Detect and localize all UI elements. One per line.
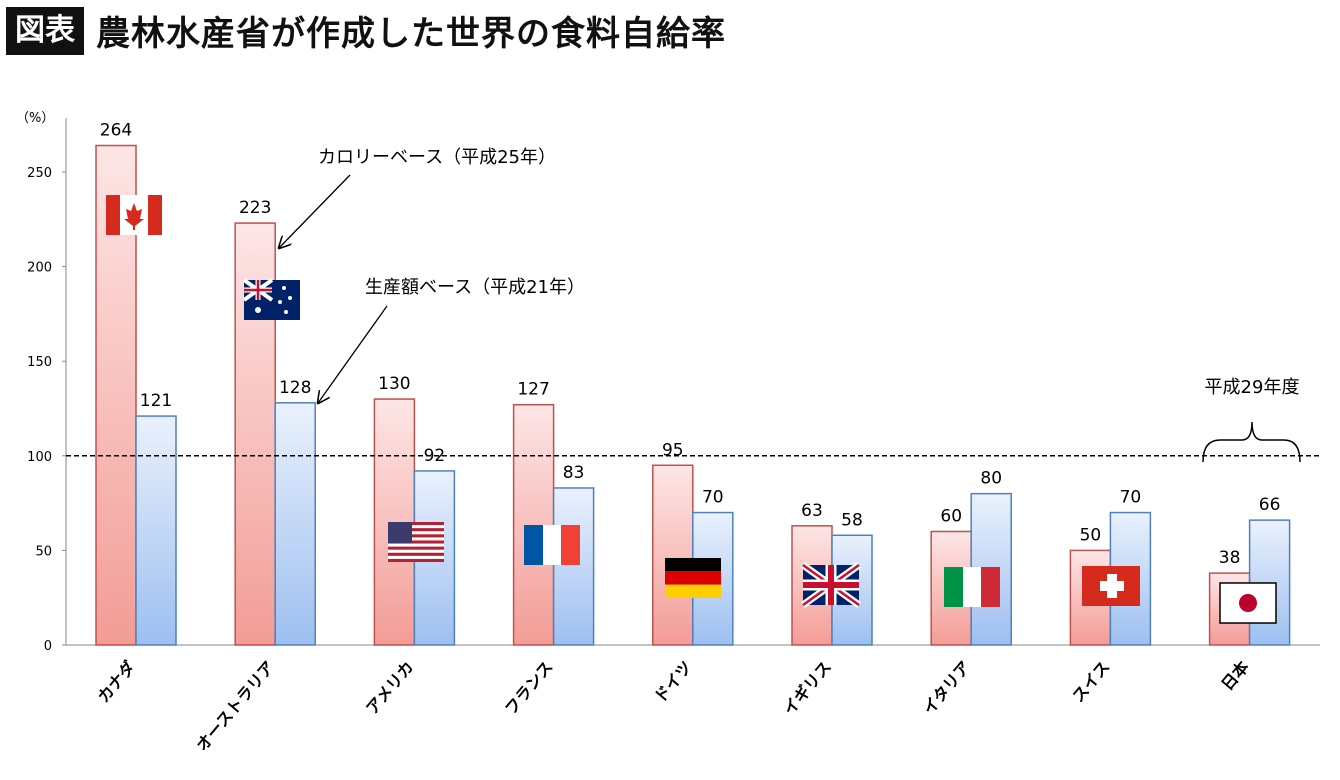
switzerland-flag-icon [1082, 566, 1140, 606]
australia-flag-icon [242, 278, 300, 320]
y-tick-label: 100 [27, 450, 52, 465]
data-label: 70 [702, 488, 724, 508]
x-tick-label: カナダ [94, 657, 139, 706]
x-tick-label: イタリア [919, 657, 974, 718]
japan-year-note: 平成29年度 [1205, 377, 1300, 398]
production-bar [135, 415, 177, 646]
legend-calorie: カロリーベース（平成25年） [318, 147, 556, 168]
y-tick-label: 150 [27, 355, 52, 370]
data-label: 80 [980, 469, 1002, 489]
legend-production: 生産額ベース（平成21年） [365, 277, 585, 298]
usa-flag-icon [388, 522, 444, 562]
data-label: 38 [1219, 548, 1241, 568]
x-tick-label: イギリス [779, 657, 835, 718]
data-label: 130 [378, 374, 410, 394]
japan-flag-icon [1219, 582, 1277, 624]
data-label: 66 [1259, 495, 1281, 515]
data-label: 223 [239, 198, 271, 218]
x-tick-label: アメリカ [362, 657, 417, 718]
header: 図表 農林水産省が作成した世界の食料自給率 [6, 6, 726, 55]
y-tick-label: 200 [27, 261, 52, 276]
data-label: 83 [563, 463, 585, 483]
data-label: 60 [940, 506, 962, 526]
production-bar [552, 487, 595, 646]
calorie-bar [512, 403, 555, 646]
data-label: 58 [841, 510, 863, 530]
y-tick-label: 0 [44, 639, 52, 654]
y-axis-label: （%） [16, 111, 54, 126]
production-bar [274, 402, 316, 646]
x-tick-label: スイス [1068, 657, 1113, 706]
production-arrow [318, 305, 388, 403]
x-tick-label: ドイツ [650, 657, 695, 706]
data-label: 63 [801, 501, 823, 521]
data-label: 50 [1080, 525, 1102, 545]
france-flag-icon [524, 525, 580, 565]
x-tick-label: フランス [501, 657, 556, 718]
x-tick-label: オーストラリア [192, 657, 278, 754]
chart-title: 農林水産省が作成した世界の食料自給率 [96, 14, 726, 54]
japan-brace [1202, 421, 1301, 463]
data-label: 128 [279, 378, 311, 398]
data-label: 264 [100, 121, 132, 141]
y-tick-label: 250 [27, 166, 52, 181]
calorie-arrow [279, 174, 351, 248]
data-label: 70 [1120, 488, 1142, 508]
uk-flag-icon [800, 562, 862, 608]
data-label: 121 [140, 391, 172, 411]
x-tick-label: 日本 [1218, 657, 1253, 694]
canada-flag-icon [106, 195, 162, 235]
italy-flag-icon [944, 567, 1000, 607]
data-label: 127 [517, 380, 549, 400]
y-tick-label: 50 [35, 544, 52, 559]
calorie-bar [652, 464, 694, 646]
data-label: 95 [662, 440, 684, 460]
figure-badge: 図表 [6, 6, 84, 55]
germany-flag-icon [665, 558, 721, 598]
